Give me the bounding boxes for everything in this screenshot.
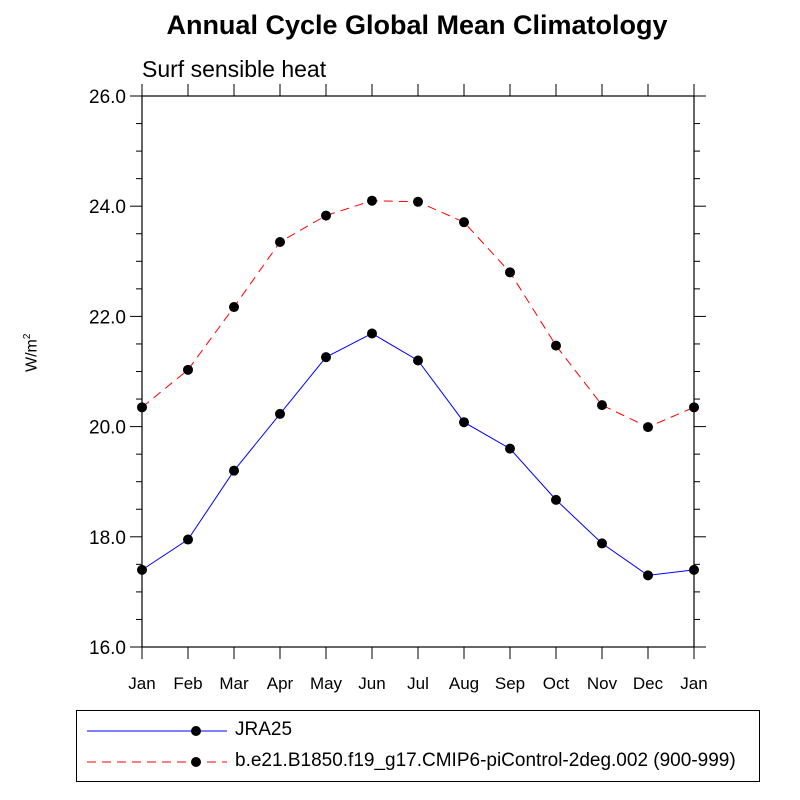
legend-label-series-2: b.e21.B1850.f19_g17.CMIP6-piControl-2deg… <box>235 750 736 771</box>
series-1-point <box>367 328 377 339</box>
x-tick-label: May <box>310 674 343 693</box>
y-tick-label: 22.0 <box>89 307 126 328</box>
series-1-point <box>551 494 561 505</box>
y-tick-label: 18.0 <box>89 528 126 549</box>
x-tick-label: Jul <box>407 674 429 693</box>
series-2-point <box>183 364 193 375</box>
chart-title: Annual Cycle Global Mean Climatology <box>166 10 668 40</box>
series-2-point <box>505 267 515 278</box>
series-1-point <box>689 564 699 575</box>
series-1-point <box>505 443 515 454</box>
series-1-point <box>137 564 147 575</box>
series-line-2 <box>141 200 695 428</box>
y-tick-label: 26.0 <box>89 87 126 108</box>
series-2-point <box>643 422 653 433</box>
series-2-point <box>689 402 699 413</box>
legend-item-series-1: JRA25 <box>77 717 759 747</box>
legend-swatch-series-2 <box>87 757 227 767</box>
x-tick-label: Feb <box>173 674 202 693</box>
series-1-point <box>275 408 285 419</box>
x-tick-label: Jan <box>128 674 155 693</box>
series-1-point <box>459 417 469 428</box>
series-2-point <box>551 340 561 351</box>
series-2-point <box>459 217 469 228</box>
series-2-point <box>413 196 423 207</box>
y-tick-label: 24.0 <box>89 197 126 218</box>
plot-frame <box>141 95 695 648</box>
x-tick-label: Oct <box>543 674 570 693</box>
series-1-point <box>229 465 239 476</box>
series-2-point <box>597 400 607 411</box>
legend: JRA25 b.e21.B1850.f19_g17.CMIP6-piContro… <box>76 710 760 782</box>
series-2-point <box>229 302 239 313</box>
series-2-point <box>137 402 147 413</box>
y-tick-label: 16.0 <box>89 638 126 659</box>
x-tick-label: Aug <box>449 674 479 693</box>
legend-label-series-1: JRA25 <box>235 719 293 740</box>
series-1-point <box>183 534 193 545</box>
series-2-point <box>275 237 285 248</box>
y-tick-label: 20.0 <box>89 418 126 439</box>
x-tick-label: Apr <box>267 674 294 693</box>
series-line-1 <box>141 332 695 576</box>
x-tick-label: Mar <box>219 674 249 693</box>
x-tick-label: Nov <box>587 674 618 693</box>
series-2-point <box>367 195 377 206</box>
x-tick-label: Sep <box>495 674 525 693</box>
chart-subtitle: Surf sensible heat <box>142 56 327 82</box>
x-tick-label: Jun <box>358 674 385 693</box>
legend-marker-series-2 <box>191 757 201 767</box>
series-1-point <box>321 352 331 363</box>
x-tick-label: Dec <box>633 674 664 693</box>
chart-plot: 16.0 18.0 20.0 22.0 24.0 26.0 Jan Feb Mar Apr May J… <box>89 84 708 693</box>
x-tick-label: Jan <box>680 674 707 693</box>
legend-item-series-2: b.e21.B1850.f19_g17.CMIP6-piControl-2deg… <box>77 748 759 778</box>
series-1-point <box>597 538 607 549</box>
legend-swatch-series-1 <box>87 726 227 736</box>
legend-marker-series-1 <box>191 726 201 736</box>
series-1-point <box>643 570 653 581</box>
series-1-point <box>413 355 423 366</box>
series-2-point <box>321 210 331 221</box>
